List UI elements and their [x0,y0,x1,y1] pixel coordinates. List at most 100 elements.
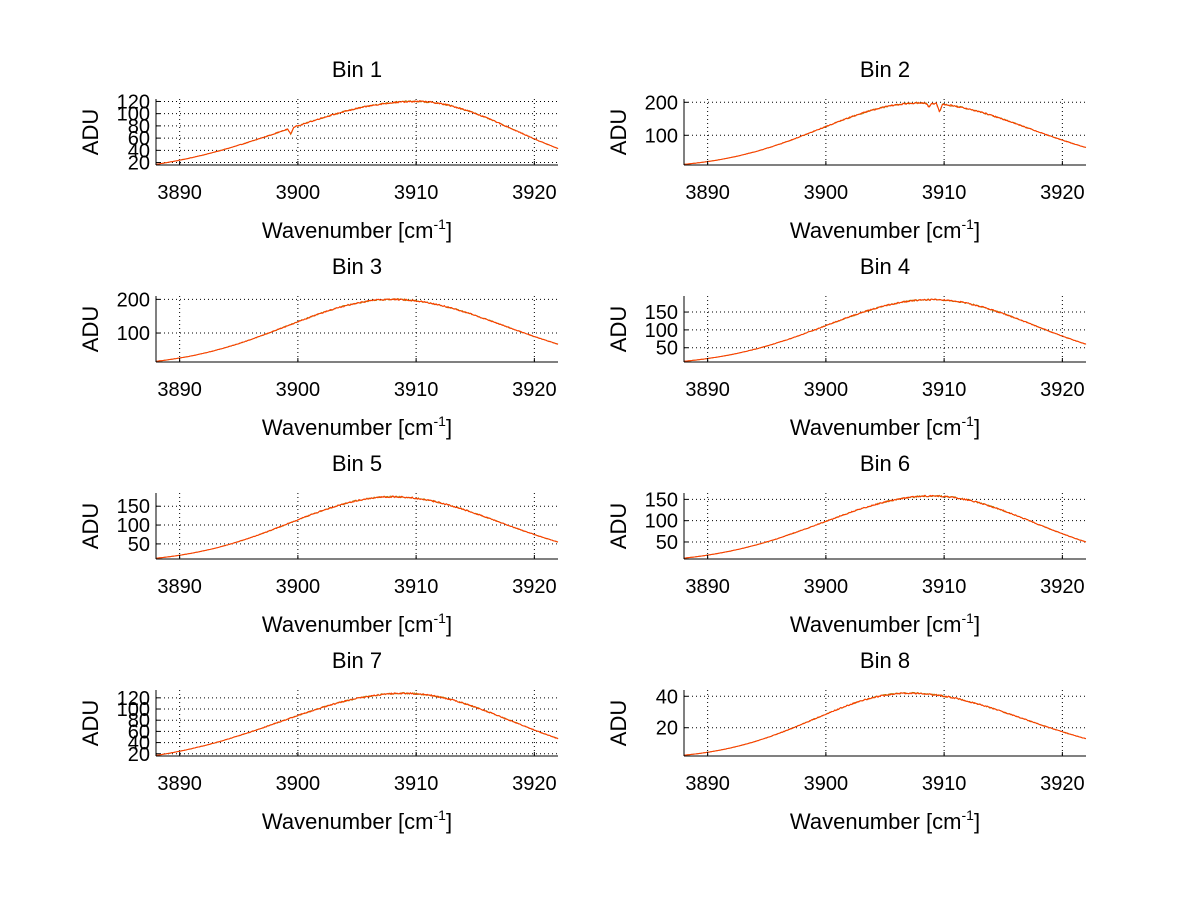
x-axis-label-sup: -1 [434,610,447,626]
x-tick-label: 3910 [394,379,439,401]
y-tick-label: 80 [128,116,150,138]
x-tick-label: 3890 [157,773,202,795]
y-axis-label: ADU [78,109,103,155]
y-tick-label: 40 [128,733,150,755]
y-tick-label: 20 [656,718,678,740]
y-tick-label: 150 [645,302,678,324]
y-tick-label: 40 [128,140,150,162]
x-axis-label-main: Wavenumber [cm [262,612,434,637]
y-axis-label: ADU [606,700,631,746]
series-line-primary [684,101,1087,165]
x-tick-label: 3920 [512,379,557,401]
y-tick-label: 60 [128,721,150,743]
x-axis-label-main: Wavenumber [cm [790,415,962,440]
x-axis-label-end: ] [446,612,452,637]
x-axis-label-sup: -1 [962,807,975,823]
y-axis-label: ADU [78,503,103,549]
x-axis-label: Wavenumber [cm-1] [790,413,980,440]
x-axis-label-sup: -1 [434,807,447,823]
x-tick-label: 3920 [1040,576,1085,598]
series-line-primary [156,495,559,559]
subplot-title: Bin 6 [860,451,910,476]
series-line-primary [683,692,1087,756]
y-tick-label: 100 [645,125,678,147]
x-tick-label: 3890 [685,773,730,795]
x-axis-label-main: Wavenumber [cm [790,612,962,637]
y-tick-label: 100 [117,323,150,345]
x-tick-label: 3900 [804,576,849,598]
x-tick-label: 3920 [512,182,557,204]
x-tick-label: 3920 [1040,773,1085,795]
x-tick-label: 3910 [922,773,967,795]
series-line-secondary [683,101,1087,165]
x-tick-label: 3900 [804,773,849,795]
y-tick-label: 80 [128,710,150,732]
x-axis-label: Wavenumber [cm-1] [790,216,980,243]
y-tick-label: 100 [117,699,150,721]
x-axis-label-sup: -1 [434,216,447,232]
x-axis-label-main: Wavenumber [cm [262,415,434,440]
subplot-title: Bin 4 [860,254,910,279]
subplot-title: Bin 5 [332,451,382,476]
x-tick-label: 3900 [804,379,849,401]
x-axis-label: Wavenumber [cm-1] [262,216,452,243]
y-tick-label: 20 [128,744,150,766]
x-axis-label: Wavenumber [cm-1] [262,413,452,440]
y-tick-label: 100 [117,104,150,126]
x-tick-label: 3910 [922,182,967,204]
x-tick-label: 3900 [276,773,321,795]
x-tick-label: 3890 [685,379,730,401]
subplot-bin-3: 3890 3900 3910 3920 100 200 Bin 3 Wavenumber [c… [78,254,559,440]
x-axis-label-end: ] [446,218,452,243]
x-axis-label-end: ] [974,809,980,834]
x-tick-label: 3920 [512,576,557,598]
x-tick-label: 3890 [685,182,730,204]
x-axis-label-sup: -1 [434,413,447,429]
x-tick-label: 3900 [804,182,849,204]
x-tick-label: 3900 [276,379,321,401]
y-axis-label: ADU [606,503,631,549]
y-tick-label: 50 [128,534,150,556]
x-tick-label: 3890 [157,182,202,204]
series-line-secondary [683,494,1087,559]
series-line-secondary [155,298,559,362]
subplot-title: Bin 3 [332,254,382,279]
x-tick-label: 3920 [512,773,557,795]
subplot-bin-2: 3890 3900 3910 3920 100 200 Bin 2 Wavenumber [c… [606,57,1087,243]
y-tick-label: 120 [117,688,150,710]
x-tick-label: 3910 [922,576,967,598]
series-line-primary [155,298,559,362]
x-axis-label-main: Wavenumber [cm [790,809,962,834]
x-axis-label-sup: -1 [962,413,975,429]
series-line-primary [156,691,559,756]
series-line-secondary [155,692,559,756]
subplot-title: Bin 1 [332,57,382,82]
series-line-secondary [155,495,559,559]
x-axis-label-sup: -1 [962,216,975,232]
y-tick-label: 200 [645,92,678,114]
x-tick-label: 3900 [276,576,321,598]
subplot-title: Bin 2 [860,57,910,82]
x-axis-label-main: Wavenumber [cm [790,218,962,243]
series-line-primary [683,298,1087,362]
y-tick-label: 20 [128,153,150,175]
x-tick-label: 3890 [157,576,202,598]
y-axis-label: ADU [78,306,103,352]
x-axis-label-end: ] [974,612,980,637]
x-tick-label: 3910 [394,773,439,795]
subplot-bin-8: 3890 3900 3910 3920 20 40 Bin 8 Wavenumber [cm-… [606,648,1087,834]
series-line-primary [683,494,1087,559]
x-tick-label: 3890 [157,379,202,401]
x-tick-label: 3910 [922,379,967,401]
x-tick-label: 3920 [1040,379,1085,401]
y-tick-label: 150 [117,496,150,518]
x-axis-label-main: Wavenumber [cm [262,809,434,834]
y-tick-label: 120 [117,91,150,113]
x-axis-label: Wavenumber [cm-1] [790,610,980,637]
subplot-title: Bin 8 [860,648,910,673]
